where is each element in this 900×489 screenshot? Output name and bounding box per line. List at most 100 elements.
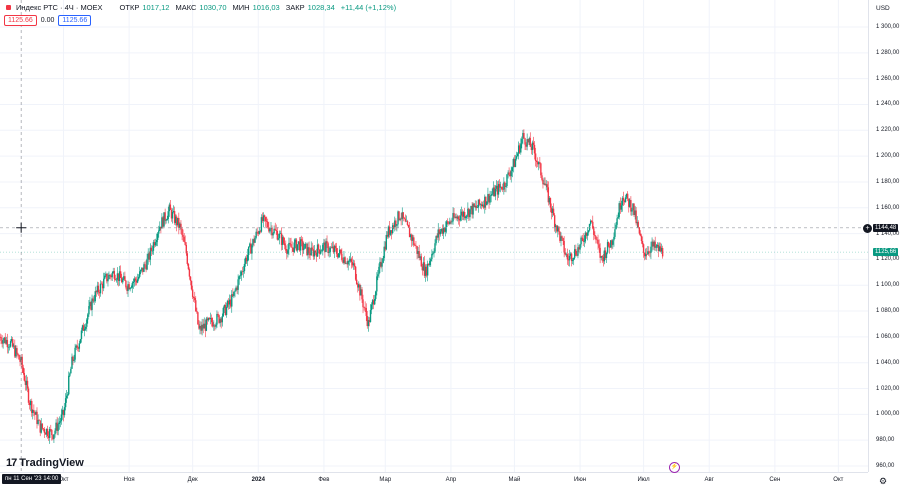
candle-body (20, 356, 22, 362)
currency-label[interactable]: USD (876, 5, 890, 12)
candle-body (143, 264, 145, 272)
candle-body (32, 409, 34, 413)
price-axis[interactable] (868, 0, 900, 472)
candle-body (534, 153, 537, 161)
candle-body (329, 247, 331, 252)
candle-body (599, 247, 601, 258)
candle-body (645, 254, 647, 257)
candle-body (251, 245, 253, 254)
candle-body (506, 174, 508, 186)
candle-body (421, 266, 423, 271)
candle-body (530, 146, 533, 151)
candlestick-chart[interactable] (0, 0, 868, 472)
candle-body (436, 236, 438, 238)
candle-body (130, 287, 132, 289)
candle-body (511, 167, 514, 172)
candle-body (324, 242, 326, 253)
sell-button[interactable]: 1125.66 (4, 15, 37, 26)
candle-body (554, 225, 557, 228)
candle-body (264, 217, 267, 222)
candle-body (342, 259, 344, 263)
candle-body (524, 138, 526, 145)
candle-body (452, 213, 454, 222)
candle-body (163, 212, 165, 227)
candle-body (564, 252, 566, 255)
candle-body (158, 230, 160, 234)
change-value: +11,44 (+1,12%) (340, 3, 397, 12)
candle-body (523, 133, 525, 139)
candle-body (180, 223, 182, 229)
candle-body (92, 298, 94, 302)
candle-body (620, 205, 623, 210)
candle-body (166, 218, 168, 221)
lightning-bolt-icon[interactable]: ⚡ (669, 462, 680, 473)
y-tick-label: 1 160,00 (876, 204, 900, 211)
candle-body (411, 234, 413, 241)
candle-body (394, 220, 396, 228)
candle-body (449, 221, 451, 224)
candle-body (553, 215, 556, 228)
time-axis[interactable] (0, 472, 868, 489)
candle-body (13, 345, 15, 347)
candle-body (4, 337, 6, 344)
candle-body (292, 247, 294, 252)
buy-button[interactable]: 1125.66 (58, 15, 92, 26)
candle-body (37, 420, 39, 424)
candle-body (62, 409, 65, 416)
candle-body (86, 319, 88, 327)
candle-body (125, 280, 127, 288)
candle-body (570, 253, 573, 262)
symbol-title[interactable]: Индекс РТС · 4Ч · MOEX (16, 3, 103, 12)
candle-body (544, 183, 546, 186)
candle-body (299, 239, 302, 251)
candle-body (654, 241, 656, 248)
candle-body (255, 231, 257, 238)
candle-body (430, 259, 432, 262)
candle-body (359, 284, 361, 296)
candle-body (540, 163, 542, 176)
tradingview-logo[interactable]: 17 TradingView (6, 457, 84, 469)
candle-body (489, 196, 491, 203)
candle-body (423, 262, 426, 276)
candle-body (319, 251, 322, 254)
candle-body (527, 139, 529, 143)
candle-body (200, 325, 202, 331)
candle-body (340, 249, 342, 254)
candle-body (252, 239, 254, 246)
chart-area[interactable] (0, 0, 868, 472)
candle-body (24, 380, 27, 386)
candle-body (78, 343, 81, 349)
candle-body (23, 373, 25, 381)
candle-body (413, 237, 415, 246)
candle-body (209, 317, 212, 320)
candle-body (279, 233, 282, 234)
candle-body (131, 283, 133, 288)
gear-icon[interactable]: ⚙ (879, 476, 888, 486)
candle-body (361, 289, 363, 300)
candle-body (634, 210, 636, 216)
candle-body (286, 250, 288, 254)
candle-body (194, 298, 196, 301)
y-tick-label: 1 280,00 (876, 49, 900, 56)
candle-body (463, 212, 466, 219)
candle-body (175, 216, 177, 223)
candle-body (289, 242, 291, 245)
candle-body (75, 345, 77, 348)
candle-body (9, 341, 12, 347)
candle-body (364, 307, 366, 309)
candle-body (505, 185, 507, 187)
candle-body (466, 215, 468, 217)
candle-body (552, 208, 555, 216)
candle-body (227, 300, 230, 305)
candle-body (187, 263, 190, 270)
y-tick-label: 1 020,00 (876, 385, 900, 392)
candle-body (657, 244, 660, 251)
x-tick-label: Фев (318, 477, 330, 483)
candle-body (70, 368, 72, 374)
plus-icon[interactable]: + (863, 224, 872, 233)
y-tick-label: 1 220,00 (876, 127, 900, 134)
candle-body (397, 211, 399, 225)
candle-body (113, 271, 116, 279)
red-flag-icon[interactable] (6, 5, 11, 10)
candle-body (384, 246, 387, 250)
